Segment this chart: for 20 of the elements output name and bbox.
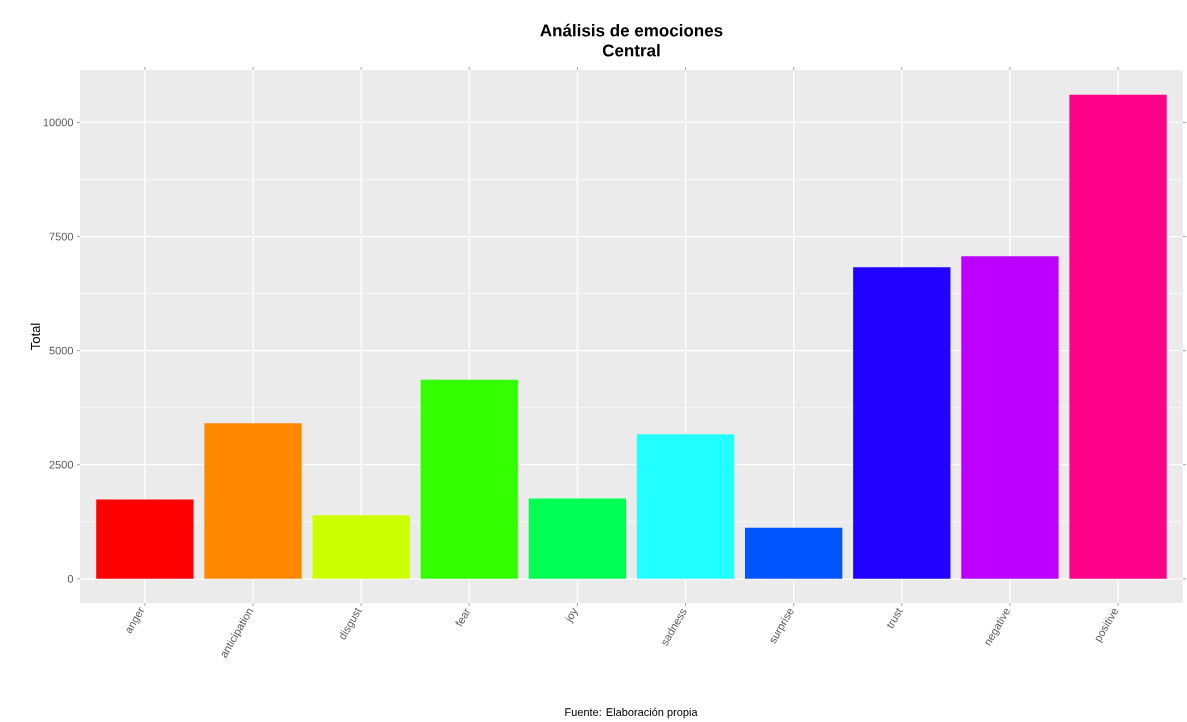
bar bbox=[312, 515, 410, 580]
chart-subtitle: Central bbox=[602, 44, 660, 57]
bar bbox=[204, 423, 302, 580]
y-tick-label: 2500 bbox=[49, 461, 74, 469]
bar bbox=[528, 498, 627, 580]
bar bbox=[745, 527, 843, 580]
y-tick-label: 10000 bbox=[43, 118, 74, 127]
bar bbox=[636, 434, 735, 580]
y-tick-label: 0 bbox=[67, 575, 74, 583]
source-note: Fuente: Elaboración propia bbox=[565, 708, 698, 719]
y-tick-label: 5000 bbox=[49, 346, 74, 355]
bar bbox=[420, 380, 518, 580]
bar bbox=[1069, 94, 1167, 580]
y-axis-title: Total bbox=[30, 323, 41, 351]
bar bbox=[96, 499, 194, 580]
y-tick-label: 7500 bbox=[49, 232, 74, 241]
bar bbox=[853, 267, 951, 580]
x-tick-label: joy bbox=[564, 607, 579, 625]
bar bbox=[961, 256, 1059, 580]
chart-title: Análisis de emociones bbox=[540, 24, 723, 37]
